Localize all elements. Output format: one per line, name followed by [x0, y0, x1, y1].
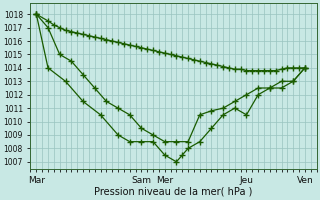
X-axis label: Pression niveau de la mer( hPa ): Pression niveau de la mer( hPa ) [94, 187, 253, 197]
